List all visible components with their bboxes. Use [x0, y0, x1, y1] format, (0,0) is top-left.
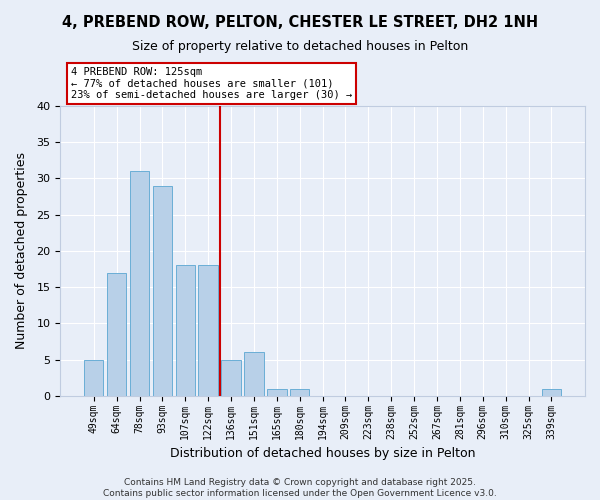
Bar [152, 186, 172, 396]
Bar [221, 360, 241, 396]
Bar [290, 388, 310, 396]
Bar [542, 388, 561, 396]
Bar [176, 266, 195, 396]
Y-axis label: Number of detached properties: Number of detached properties [15, 152, 28, 350]
Bar [84, 360, 103, 396]
Bar [107, 272, 127, 396]
X-axis label: Distribution of detached houses by size in Pelton: Distribution of detached houses by size … [170, 447, 475, 460]
Bar [130, 171, 149, 396]
Text: Size of property relative to detached houses in Pelton: Size of property relative to detached ho… [132, 40, 468, 53]
Text: 4, PREBEND ROW, PELTON, CHESTER LE STREET, DH2 1NH: 4, PREBEND ROW, PELTON, CHESTER LE STREE… [62, 15, 538, 30]
Bar [267, 388, 287, 396]
Text: 4 PREBEND ROW: 125sqm
← 77% of detached houses are smaller (101)
23% of semi-det: 4 PREBEND ROW: 125sqm ← 77% of detached … [71, 67, 352, 100]
Text: Contains HM Land Registry data © Crown copyright and database right 2025.
Contai: Contains HM Land Registry data © Crown c… [103, 478, 497, 498]
Bar [199, 266, 218, 396]
Bar [244, 352, 263, 396]
